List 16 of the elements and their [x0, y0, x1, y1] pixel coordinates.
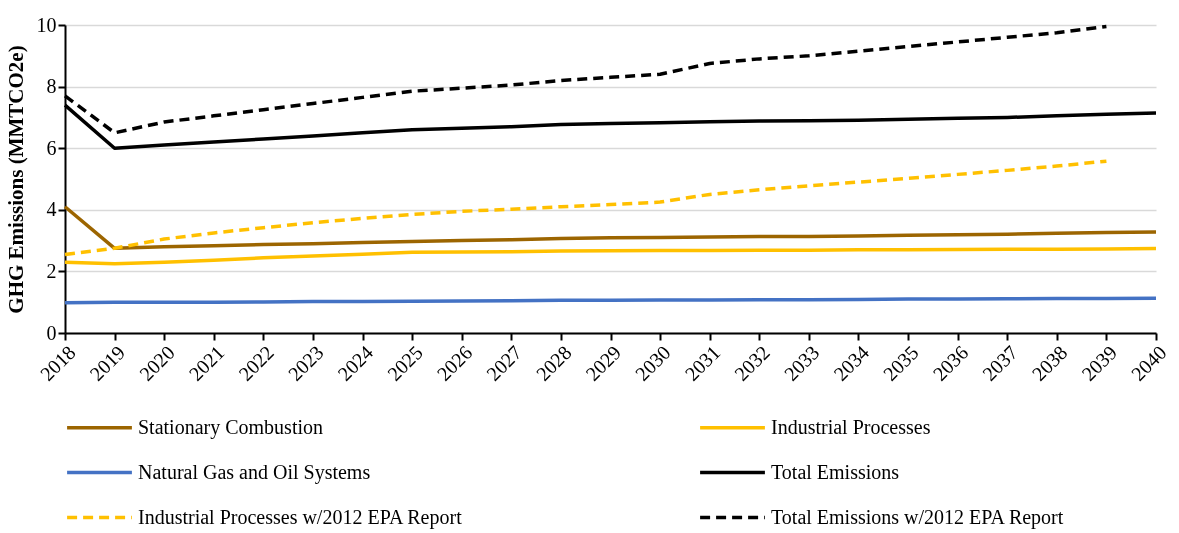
y-tick-label: 0	[46, 321, 57, 344]
y-tick-label: 10	[36, 13, 57, 36]
line-series	[63, 159, 1109, 257]
y-tick-label: 4	[46, 198, 57, 221]
y-tick-label: 2	[46, 259, 57, 282]
legend-label: Total Emissions	[771, 460, 900, 483]
legend-label: Industrial Processes	[771, 415, 931, 438]
line-series	[63, 246, 1158, 266]
legend-label: Total Emissions w/2012 EPA Report	[771, 505, 1064, 529]
legend-label: Natural Gas and Oil Systems	[138, 460, 371, 484]
line-series	[63, 204, 1158, 251]
legend-label: Stationary Combustion	[138, 415, 323, 439]
y-axis-title: GHG Emissions (MMTCO2e)	[3, 45, 28, 314]
legend-label: Industrial Processes w/2012 EPA Report	[138, 505, 463, 529]
y-tick-label: 8	[46, 75, 57, 98]
y-tick-label: 6	[46, 136, 57, 159]
